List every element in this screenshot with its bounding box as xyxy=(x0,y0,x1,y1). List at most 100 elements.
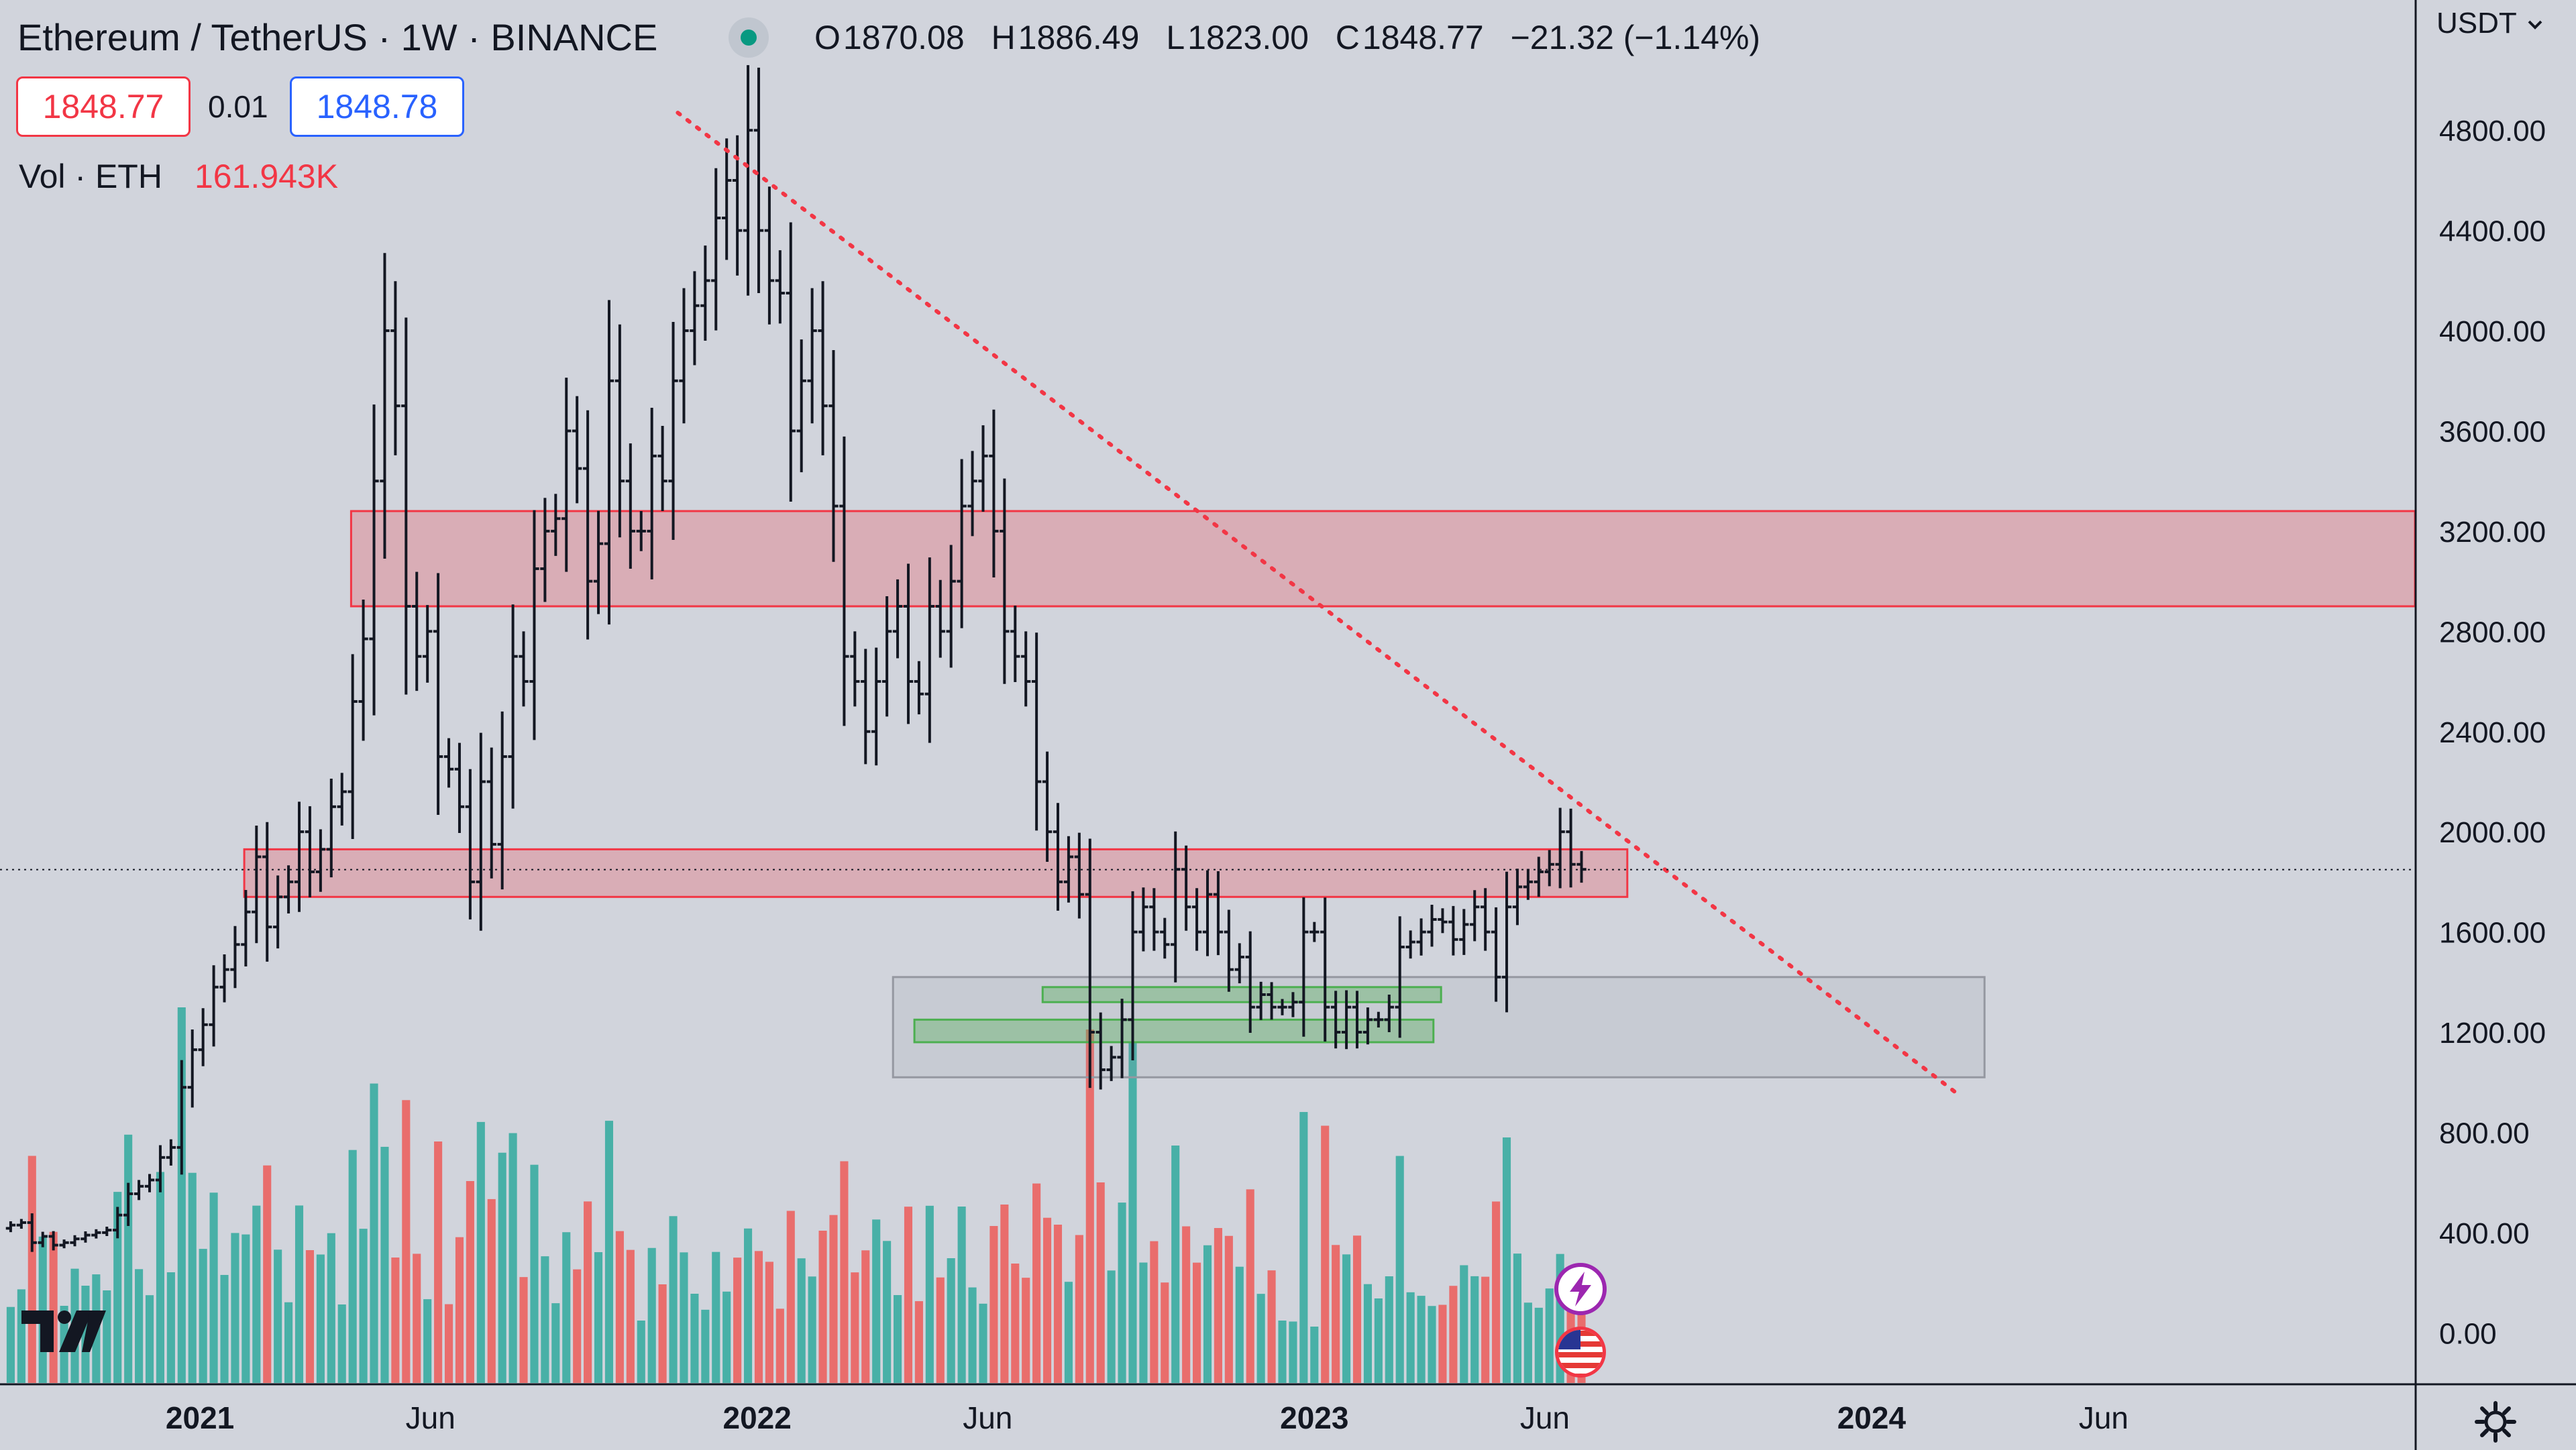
us-flag-icon[interactable] xyxy=(1554,1325,1607,1379)
volume-bar xyxy=(508,1133,517,1383)
volume-bar xyxy=(1022,1278,1030,1383)
volume-bar xyxy=(1075,1235,1083,1383)
volume-bar xyxy=(177,1007,186,1383)
volume-bar xyxy=(957,1207,966,1383)
volume-bar xyxy=(1492,1201,1501,1383)
volume-bar xyxy=(1481,1276,1490,1383)
volume-bars xyxy=(6,1007,1586,1383)
resistance-zone-lower xyxy=(243,848,1629,898)
low-value: 1823.00 xyxy=(1187,19,1309,56)
volume-bar xyxy=(925,1205,934,1383)
chevron-down-icon xyxy=(2528,20,2542,30)
volume-bar xyxy=(1352,1235,1362,1383)
resistance-zone-upper xyxy=(350,510,2416,608)
volume-bar xyxy=(1289,1321,1297,1383)
volume-bar xyxy=(1118,1203,1126,1383)
buy-price-button[interactable]: 1848.78 xyxy=(290,76,464,137)
volume-bar xyxy=(327,1233,335,1383)
volume-bar xyxy=(476,1121,485,1383)
x-tick-label: 2024 xyxy=(1837,1400,1907,1435)
volume-bar xyxy=(872,1219,881,1383)
volume-bar xyxy=(541,1256,549,1383)
volume-bar xyxy=(637,1321,645,1383)
volume-bar xyxy=(1438,1304,1447,1383)
y-tick-label: 2000.00 xyxy=(2439,816,2546,849)
volume-bar xyxy=(626,1249,635,1383)
volume-bar xyxy=(669,1216,678,1383)
volume-bar xyxy=(1128,1043,1137,1383)
volume-bar xyxy=(1224,1235,1233,1383)
high-label: H xyxy=(991,19,1016,56)
volume-bar xyxy=(188,1172,197,1383)
ohlc-legend: O1870.08 H1886.49 L1823.00 C1848.77 −21.… xyxy=(814,11,1760,64)
volume-bar xyxy=(1256,1294,1265,1383)
trendline xyxy=(676,111,1958,1095)
volume-bar xyxy=(1363,1284,1372,1383)
volume-bar xyxy=(1470,1276,1479,1383)
volume-bar xyxy=(1139,1262,1148,1383)
volume-bar xyxy=(1171,1146,1180,1383)
volume-bar xyxy=(1502,1137,1511,1383)
lightning-icon[interactable] xyxy=(1554,1262,1607,1316)
volume-bar xyxy=(690,1294,699,1383)
volume-bar xyxy=(113,1192,122,1383)
change-value: −21.32 (−1.14%) xyxy=(1510,19,1761,56)
volume-bar xyxy=(294,1205,304,1383)
volume-bar xyxy=(818,1231,827,1383)
volume-bar xyxy=(1406,1292,1415,1383)
volume-bar xyxy=(28,1156,36,1383)
open-value: 1870.08 xyxy=(843,19,965,56)
volume-bar xyxy=(947,1258,955,1383)
volume-bar xyxy=(1417,1296,1426,1383)
volume-bar xyxy=(284,1302,293,1383)
ohlc-bars xyxy=(5,65,1587,1252)
volume-bar xyxy=(370,1083,378,1383)
volume-bar xyxy=(1193,1262,1201,1383)
currency-selector[interactable]: USDT xyxy=(2436,7,2543,40)
volume-bar xyxy=(786,1211,795,1383)
support-zone-green-lower xyxy=(913,1018,1435,1044)
volume-bar xyxy=(519,1277,528,1383)
high-value: 1886.49 xyxy=(1018,19,1140,56)
y-tick-label: 4800.00 xyxy=(2439,115,2546,148)
volume-bar xyxy=(124,1134,133,1383)
x-tick-label: Jun xyxy=(1520,1400,1570,1435)
volume-bar xyxy=(220,1274,229,1383)
volume-bar xyxy=(348,1150,357,1383)
volume-bar xyxy=(775,1308,784,1383)
volume-bar xyxy=(199,1249,207,1383)
y-tick-label: 400.00 xyxy=(2439,1217,2530,1250)
x-tick-label: Jun xyxy=(406,1400,455,1435)
volume-bar xyxy=(989,1226,998,1383)
volume-bar xyxy=(1460,1265,1468,1383)
volume-bar xyxy=(1395,1156,1404,1383)
gear-icon[interactable] xyxy=(2474,1400,2517,1443)
open-label: O xyxy=(814,19,841,56)
volume-bar xyxy=(1043,1217,1052,1383)
volume-bar xyxy=(701,1309,710,1383)
volume-bar xyxy=(584,1201,592,1383)
symbol-title[interactable]: Ethereum / TetherUS · 1W · BINANCE xyxy=(17,16,658,58)
zones xyxy=(243,510,2416,1078)
volume-bar xyxy=(1107,1270,1116,1383)
y-tick-label: 1200.00 xyxy=(2439,1017,2546,1050)
volume-label[interactable]: Vol · ETH xyxy=(19,158,162,195)
volume-bar xyxy=(1332,1245,1340,1383)
volume-bar xyxy=(797,1258,806,1383)
currency-label: USDT xyxy=(2436,7,2516,40)
y-tick-label: 4400.00 xyxy=(2439,215,2546,248)
volume-bar xyxy=(722,1291,731,1383)
volume-bar xyxy=(562,1232,571,1383)
volume-bar xyxy=(1428,1306,1436,1383)
volume-bar xyxy=(1085,1029,1094,1383)
volume-bar xyxy=(466,1181,474,1383)
volume-bar xyxy=(936,1277,945,1383)
volume-bar xyxy=(808,1276,816,1383)
volume-bar xyxy=(551,1303,560,1383)
y-tick-label: 2400.00 xyxy=(2439,716,2546,749)
volume-bar xyxy=(1267,1270,1276,1383)
sell-price-button[interactable]: 1848.77 xyxy=(16,76,191,137)
volume-bar xyxy=(1203,1245,1212,1383)
